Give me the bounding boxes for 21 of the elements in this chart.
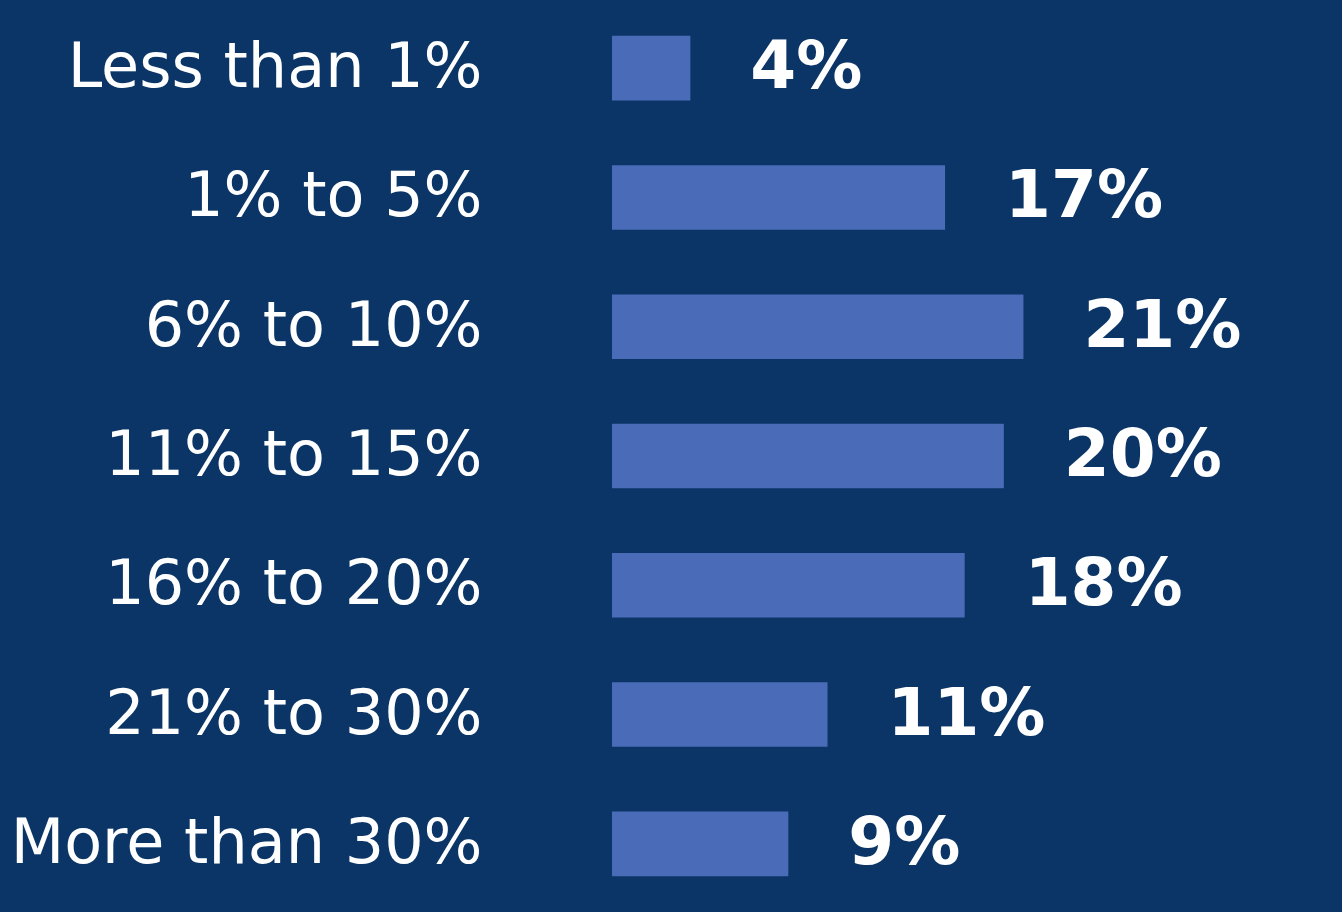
- bar: [612, 423, 1004, 489]
- y-tick-label: 6% to 10%: [144, 287, 483, 361]
- data-label: 9%: [848, 802, 961, 880]
- bar: [612, 294, 1024, 360]
- data-label: 21%: [1083, 285, 1242, 363]
- bar: [612, 682, 828, 747]
- bar: [612, 811, 789, 877]
- data-label: 17%: [1005, 156, 1164, 234]
- y-tick-label: 11% to 15%: [105, 417, 483, 490]
- y-tick-label: 16% to 20%: [105, 546, 483, 620]
- data-label: 18%: [1024, 544, 1183, 622]
- data-label: 4%: [750, 27, 863, 105]
- bar: [612, 35, 691, 101]
- data-label: 20%: [1063, 415, 1222, 492]
- y-tick-label: More than 30%: [10, 804, 483, 878]
- y-tick-label: 21% to 30%: [105, 675, 483, 749]
- bar: [612, 552, 965, 618]
- y-tick-label: 1% to 5%: [184, 158, 483, 232]
- bar: [612, 165, 946, 230]
- data-label: 11%: [887, 673, 1046, 751]
- y-tick-label: Less than 1%: [67, 29, 483, 103]
